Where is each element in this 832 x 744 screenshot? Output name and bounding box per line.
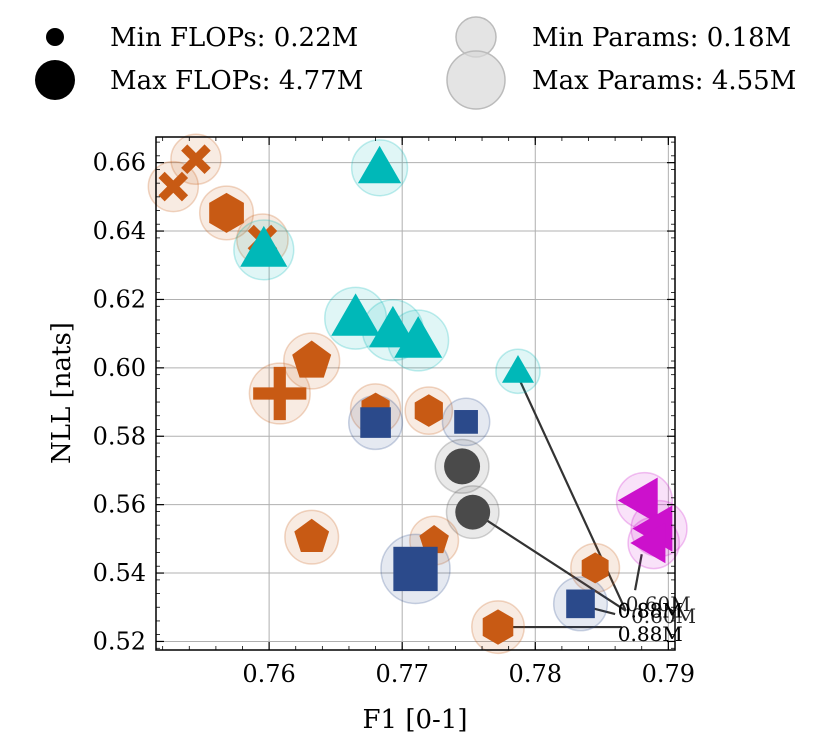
y-axis-title: NLL [nats] [47,322,77,464]
legend-min-flops-label: Min FLOPs: 0.22M [110,23,358,53]
triangle-left-marker [630,522,666,564]
param-annotation: 0.88M [618,599,683,623]
x-tick-label: 0.78 [509,660,562,688]
y-tick-label: 0.58 [93,422,146,450]
param-annotation: 0.88M [618,599,683,623]
x-tick-label: 0.77 [375,660,428,688]
x-marker [181,144,211,175]
triangle-marker [394,316,443,358]
circle-marker [444,448,481,485]
y-tick-label: 0.52 [93,627,146,655]
y-tick-label: 0.62 [93,285,146,313]
y-tick-label: 0.66 [93,149,146,177]
triangle-left-marker [617,477,658,524]
hexagon-marker [482,609,514,645]
legend: Min FLOPs: 0.22M Max FLOPs: 4.77M Min Pa… [35,16,796,110]
data-markers [158,144,673,645]
axis-ticks [156,137,675,650]
param-annotation: 0.88M [618,622,683,646]
x-tick-label: 0.79 [642,660,695,688]
x-marker-bar [158,171,189,202]
pentagon-marker [419,525,449,554]
hexagon-marker [581,552,609,584]
legend-min-params-label: Min Params: 0.18M [532,23,791,53]
x-marker-bar [181,144,211,175]
triangle-marker [502,355,534,383]
x-axis-title: F1 [0-1] [362,705,467,735]
pentagon-marker [294,518,330,552]
hexagon-marker [209,192,244,233]
legend-max-params-marker [446,50,506,110]
legend-max-params-label: Max Params: 4.55M [532,66,796,96]
triangle-marker [357,145,402,184]
connector-line [633,554,643,591]
plot-frame [155,136,676,651]
y-tick-label: 0.54 [93,559,146,587]
square-marker [454,410,478,434]
hexagon-marker [414,394,443,427]
square-marker [393,546,438,592]
y-tick-label: 0.64 [93,217,146,245]
y-tick-label: 0.56 [93,491,146,519]
circle-marker [455,494,491,530]
param-annotation: 0.60M [626,592,691,616]
tick-labels: 0.76 0.77 0.78 0.79 0.52 0.54 0.56 0.58 0.60 0.62… [93,149,696,688]
triangle-marker [368,305,417,348]
x-marker [158,171,189,202]
connector-line [590,606,616,616]
pentagon-marker [292,340,332,378]
y-tick-label: 0.60 [93,354,146,382]
legend-max-flops-marker [35,60,75,100]
x-tick-label: 0.76 [242,660,295,688]
connector-line [478,514,627,612]
square-marker [360,407,391,438]
triangle-marker [331,293,380,336]
triangle-marker [240,225,288,267]
param-annotation: 0.60M [631,604,696,628]
grid [156,137,675,650]
legend-min-flops-marker [46,28,64,46]
plus-marker [253,366,307,421]
legend-max-flops-label: Max FLOPs: 4.77M [110,66,363,96]
param-annotation: 0.88M [618,599,683,623]
square-marker [566,589,595,619]
